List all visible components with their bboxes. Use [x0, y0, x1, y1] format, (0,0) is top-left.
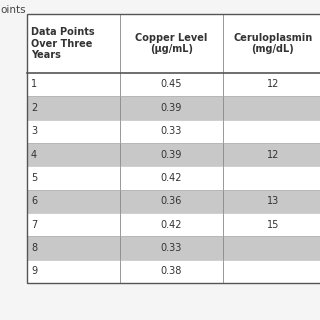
- Text: 4: 4: [31, 149, 37, 160]
- Text: oints: oints: [0, 5, 26, 15]
- Text: 12: 12: [267, 79, 279, 90]
- Text: 8: 8: [31, 243, 37, 253]
- Text: Copper Level
(μg/mL): Copper Level (μg/mL): [135, 33, 208, 54]
- Text: 0.42: 0.42: [161, 173, 182, 183]
- Text: Ceruloplasmin
(mg/dL): Ceruloplasmin (mg/dL): [233, 33, 313, 54]
- Text: 3: 3: [31, 126, 37, 136]
- Text: 0.39: 0.39: [161, 103, 182, 113]
- Text: 12: 12: [267, 149, 279, 160]
- Text: 9: 9: [31, 266, 37, 276]
- Text: 0.42: 0.42: [161, 220, 182, 230]
- Text: 6: 6: [31, 196, 37, 206]
- Text: 15: 15: [267, 220, 279, 230]
- Text: 2: 2: [31, 103, 37, 113]
- Text: 0.45: 0.45: [161, 79, 182, 90]
- Text: 0.33: 0.33: [161, 126, 182, 136]
- Text: 0.39: 0.39: [161, 149, 182, 160]
- Text: 13: 13: [267, 196, 279, 206]
- Text: Data Points
Over Three
Years: Data Points Over Three Years: [31, 27, 95, 60]
- Text: 5: 5: [31, 173, 37, 183]
- Text: 1: 1: [31, 79, 37, 90]
- Text: 7: 7: [31, 220, 37, 230]
- Text: 0.36: 0.36: [161, 196, 182, 206]
- Text: 0.38: 0.38: [161, 266, 182, 276]
- Text: 0.33: 0.33: [161, 243, 182, 253]
